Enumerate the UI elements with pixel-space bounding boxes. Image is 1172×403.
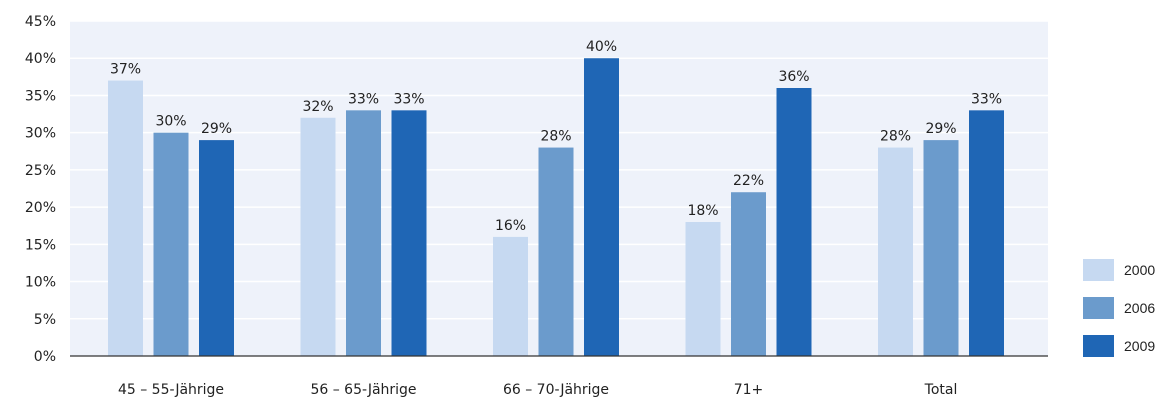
y-tick-label: 0% bbox=[34, 349, 56, 365]
data-label: 30% bbox=[155, 114, 186, 130]
y-tick-label: 35% bbox=[25, 88, 56, 104]
y-tick-label: 5% bbox=[34, 312, 56, 328]
data-label: 33% bbox=[971, 91, 1002, 107]
data-label: 33% bbox=[348, 91, 379, 107]
legend-swatch bbox=[1083, 335, 1114, 357]
y-tick-label: 45% bbox=[25, 14, 56, 30]
x-category-label: 56 – 65-Jährige bbox=[310, 382, 416, 398]
x-category-label: 66 – 70-Jährige bbox=[503, 382, 609, 398]
bar bbox=[776, 88, 812, 356]
bar bbox=[493, 236, 528, 356]
legend-label: 2006 bbox=[1124, 300, 1155, 316]
data-label: 36% bbox=[778, 69, 809, 85]
bars: 37% 30% 29% 32% 33% 33% 16% 28% 40% 18% 22% 36% 28% 2… bbox=[108, 39, 1004, 357]
data-label: 28% bbox=[540, 129, 571, 145]
legend-swatch bbox=[1083, 297, 1114, 319]
legend-swatch bbox=[1083, 259, 1114, 281]
y-tick-label: 15% bbox=[25, 237, 56, 253]
x-category-label: 71+ bbox=[734, 382, 764, 398]
bar bbox=[391, 110, 427, 356]
bar bbox=[969, 110, 1004, 356]
y-tick-label: 10% bbox=[25, 275, 56, 291]
bar bbox=[346, 110, 381, 356]
legend-label: 2009 bbox=[1124, 338, 1155, 354]
data-label: 33% bbox=[393, 91, 424, 107]
legend-label: 2000 bbox=[1124, 262, 1155, 278]
data-label: 29% bbox=[201, 121, 232, 137]
bar bbox=[108, 80, 143, 357]
data-label: 16% bbox=[495, 218, 526, 234]
bar bbox=[685, 222, 721, 356]
data-label: 37% bbox=[110, 62, 141, 78]
bar bbox=[538, 147, 574, 356]
y-tick-label: 30% bbox=[25, 126, 56, 142]
y-tick-label: 40% bbox=[25, 51, 56, 67]
data-label: 40% bbox=[586, 39, 617, 55]
bar bbox=[153, 132, 189, 356]
data-label: 32% bbox=[302, 99, 333, 115]
data-label: 28% bbox=[880, 129, 911, 145]
y-tick-label: 25% bbox=[25, 163, 56, 179]
data-label: 29% bbox=[925, 121, 956, 137]
data-label: 18% bbox=[687, 203, 718, 219]
x-category-label: Total bbox=[924, 382, 958, 398]
bar bbox=[878, 147, 913, 356]
x-category-label: 45 – 55-Jährige bbox=[118, 382, 224, 398]
bar bbox=[731, 192, 766, 356]
bar bbox=[584, 58, 619, 356]
bar bbox=[199, 140, 234, 356]
bar bbox=[300, 117, 336, 357]
y-tick-label: 20% bbox=[25, 200, 56, 216]
data-label: 22% bbox=[733, 173, 764, 189]
x-axis-categories: 45 – 55-Jährige 56 – 65-Jährige 66 – 70-Jä… bbox=[118, 382, 957, 398]
legend: 2000 2006 2009 bbox=[1083, 259, 1155, 357]
y-axis-ticks: 0% 5% 10% 15% 20% 25% 30% 35% 40% 45% bbox=[25, 14, 56, 365]
bar bbox=[923, 140, 959, 356]
